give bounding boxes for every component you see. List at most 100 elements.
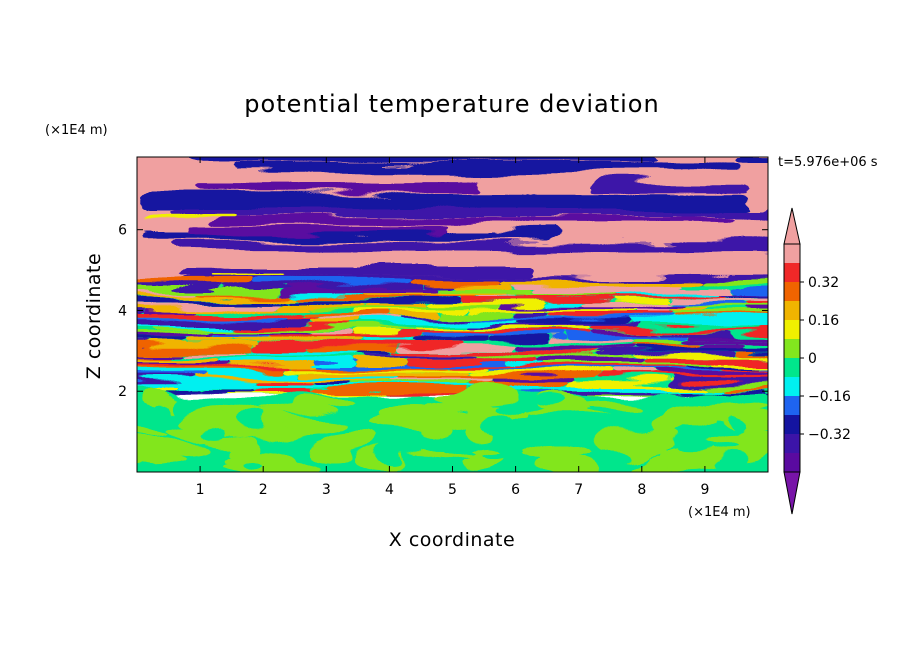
- band: [316, 317, 401, 321]
- band: [169, 253, 768, 261]
- time-label: t=5.976e+06 s: [778, 155, 878, 170]
- band: [514, 295, 722, 299]
- band: [209, 332, 266, 338]
- x-tick-label: 3: [322, 482, 331, 498]
- band: [801, 175, 904, 181]
- x-tick-label: 4: [385, 482, 394, 498]
- band: [260, 389, 314, 394]
- colorbar-tick-label: −0.32: [808, 427, 851, 443]
- band: [137, 326, 154, 330]
- lower-blob: [477, 415, 513, 434]
- lower-blob: [197, 460, 217, 472]
- band: [167, 206, 768, 217]
- band: [306, 344, 402, 351]
- colorbar: 0.32 0.16 0 −0.16 −0.32: [783, 207, 851, 515]
- band: [137, 280, 250, 287]
- band: [137, 298, 286, 304]
- band: [464, 324, 642, 327]
- band: [181, 385, 385, 389]
- band: [137, 337, 184, 342]
- band: [407, 337, 486, 342]
- band: [352, 308, 467, 313]
- band: [231, 161, 745, 173]
- band: [301, 308, 353, 313]
- band: [629, 341, 701, 346]
- band: [171, 354, 368, 358]
- band: [388, 312, 438, 318]
- x-axis: 1 2 3 4 5 6 7 8 9: [196, 157, 709, 498]
- band: [482, 354, 634, 358]
- x-tick-label: 1: [196, 482, 205, 498]
- band: [680, 337, 768, 342]
- stratified-bands: [137, 157, 904, 396]
- band: [283, 289, 442, 295]
- band: [137, 350, 184, 355]
- band: [137, 285, 222, 290]
- band: [443, 364, 511, 369]
- y-axis-unit: (×1E4 m): [45, 123, 108, 138]
- band: [137, 330, 205, 334]
- colorbar-swatch: [784, 358, 800, 377]
- band: [424, 285, 458, 290]
- band: [362, 350, 395, 355]
- band: [664, 298, 768, 304]
- band: [408, 357, 538, 363]
- band: [759, 324, 768, 327]
- band: [299, 326, 411, 330]
- band: [821, 217, 904, 224]
- band: [230, 337, 363, 342]
- band: [630, 337, 681, 342]
- band: [410, 326, 557, 330]
- band: [203, 374, 395, 379]
- band: [441, 289, 528, 295]
- band: [204, 330, 312, 334]
- band: [670, 308, 706, 313]
- band: [633, 344, 768, 351]
- band: [741, 303, 768, 307]
- lower-blob: [683, 404, 768, 419]
- x-tick-label: 6: [511, 482, 520, 498]
- band: [565, 389, 680, 394]
- lower-blob: [383, 450, 409, 465]
- band: [221, 259, 768, 267]
- lower-blob: [156, 404, 175, 423]
- band: [296, 295, 479, 299]
- lower-blob: [313, 441, 358, 461]
- band: [137, 374, 204, 379]
- lower-blob: [197, 426, 224, 437]
- band: [545, 385, 722, 389]
- chart-title: potential temperature deviation: [244, 90, 659, 118]
- band: [730, 330, 768, 334]
- band: [203, 308, 302, 313]
- band: [355, 357, 409, 363]
- x-tick-label: 8: [637, 482, 646, 498]
- band: [594, 330, 660, 334]
- x-tick-label: 9: [700, 482, 709, 498]
- band: [144, 308, 204, 313]
- band: [501, 280, 702, 287]
- x-tick-label: 5: [448, 482, 457, 498]
- band: [481, 367, 671, 371]
- band: [687, 364, 759, 369]
- colorbar-tick-label: −0.16: [808, 389, 851, 405]
- band: [394, 374, 595, 379]
- band: [465, 370, 608, 376]
- lower-layer: [137, 389, 768, 472]
- band: [153, 326, 300, 330]
- band: [470, 317, 569, 321]
- band: [137, 295, 297, 299]
- x-axis-unit: (×1E4 m): [688, 505, 751, 520]
- band: [637, 308, 671, 313]
- band: [137, 289, 284, 295]
- lower-blob: [593, 444, 628, 458]
- band: [607, 370, 654, 376]
- y-axis: 2 4 6: [118, 223, 768, 400]
- band: [137, 231, 559, 240]
- band: [362, 337, 408, 342]
- band: [173, 240, 768, 252]
- band: [520, 344, 634, 351]
- lower-blob: [439, 447, 471, 455]
- band: [670, 367, 724, 371]
- band: [510, 364, 688, 369]
